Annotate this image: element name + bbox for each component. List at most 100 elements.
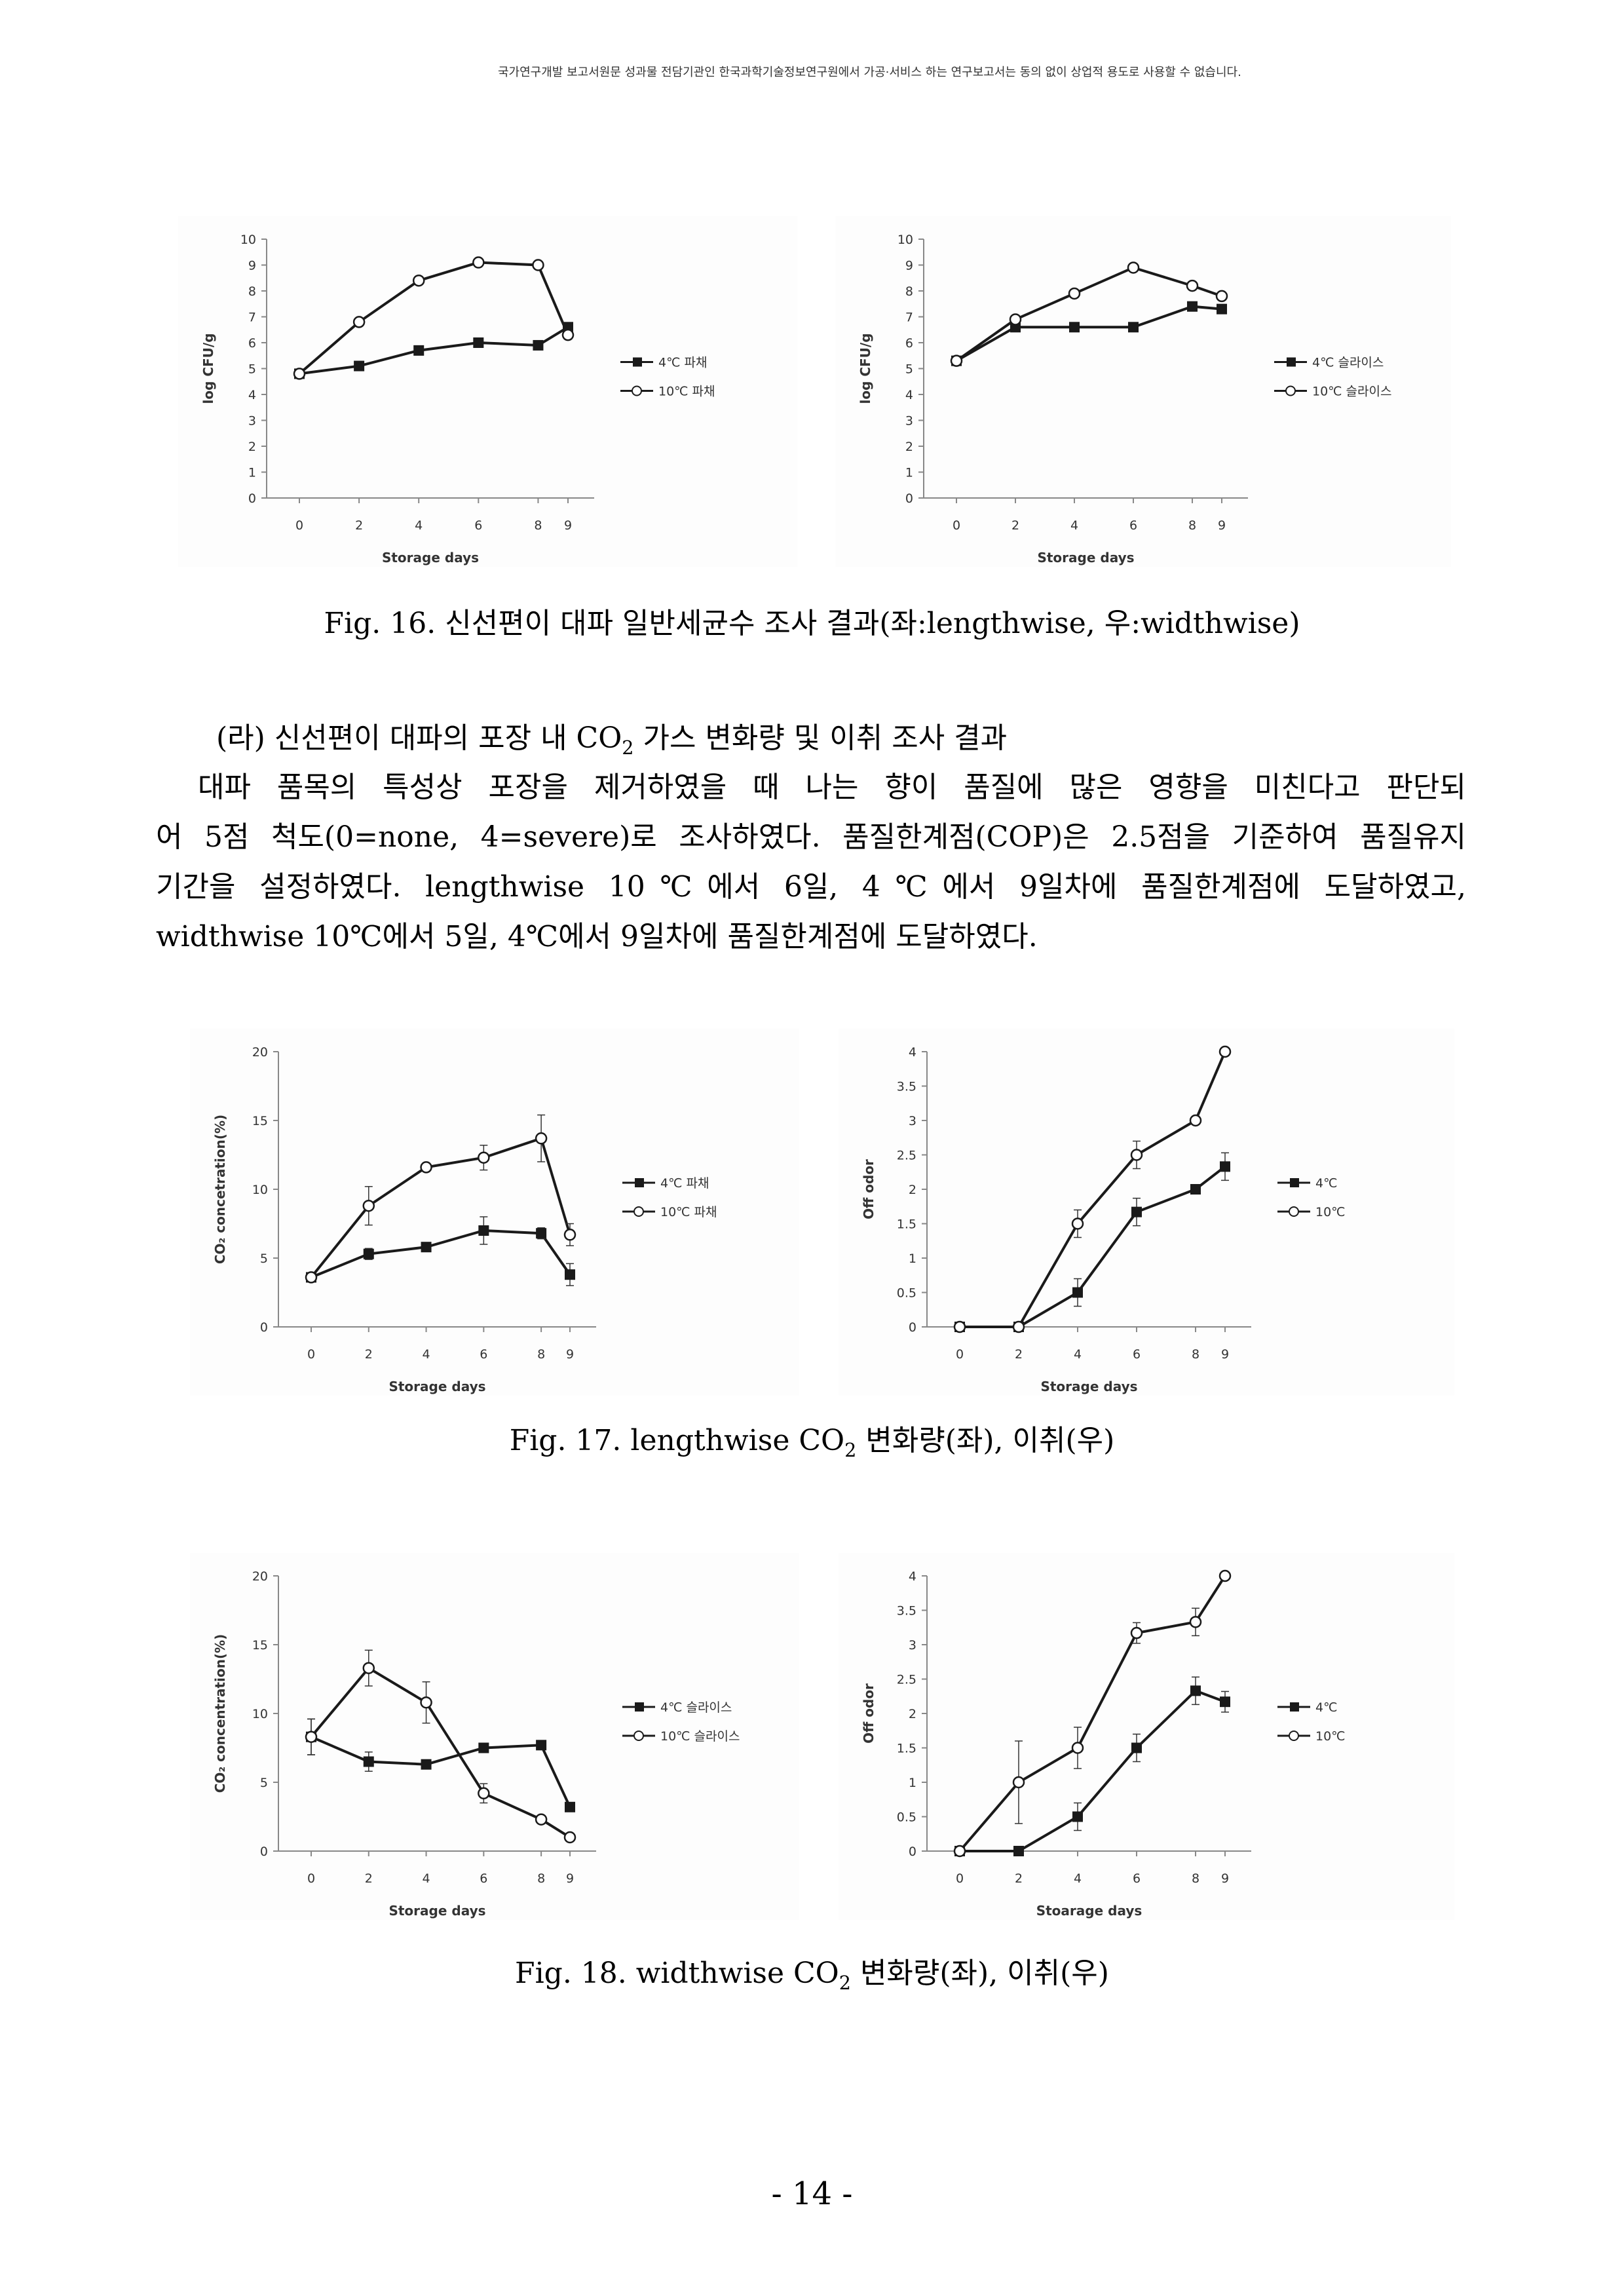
x-tick-label: 8 (1192, 1871, 1199, 1886)
x-tick-label: 4 (415, 518, 423, 533)
y-tick-label: 3 (248, 414, 256, 429)
legend-marker-square (635, 1178, 644, 1187)
data-point-circle (1071, 1742, 1084, 1754)
section-paragraph: 대파 품목의 특성상 포장을 제거하였을 때 나는 향이 품질에 많은 영향을 … (156, 763, 1466, 962)
data-point-circle (1127, 261, 1140, 274)
data-point-square (421, 1242, 432, 1253)
data-point-square (1013, 1846, 1024, 1856)
data-point-square (1069, 322, 1080, 333)
y-tick-label: 3.5 (897, 1080, 916, 1094)
legend-marker-square (1290, 1702, 1299, 1712)
chart-fig17-right: 0 0.5 1 1.5 2 2.5 3 3.5 4 0 2 4 6 8 9 Storage days Off o… (839, 1029, 1454, 1396)
x-tick-label: 9 (1221, 1871, 1229, 1886)
legend-label: 10℃ (1315, 1205, 1346, 1219)
data-point-square (1128, 322, 1139, 333)
x-tick-label: 0 (307, 1871, 315, 1886)
y-tick-label: 20 (252, 1045, 268, 1060)
data-point-square (1190, 1184, 1201, 1195)
y-axis-label: CO₂ concetration(%) (212, 1115, 228, 1264)
x-tick-label: 9 (566, 1871, 574, 1886)
data-point-circle (420, 1161, 432, 1174)
x-tick-label: 4 (423, 1871, 430, 1886)
y-tick-label: 3 (909, 1114, 916, 1128)
paragraph-line: 기간을 설정하였다. lengthwise 10℃에서 6일, 4℃에서 9일차… (156, 870, 1466, 904)
y-tick-label: 1 (248, 466, 256, 480)
data-point-circle (1012, 1776, 1025, 1789)
section-subheading: (라) 신선편이 대파의 포장 내 CO2 가스 변화량 및 이취 조사 결과 (216, 714, 1007, 759)
y-tick-label: 5 (905, 362, 913, 377)
series-line (298, 261, 569, 375)
x-tick-label: 9 (1221, 1347, 1229, 1362)
y-tick-label: 0 (260, 1845, 268, 1859)
series-line (311, 1735, 571, 1808)
legend-marker-square (1290, 1178, 1299, 1187)
data-point-square (1187, 301, 1198, 312)
y-tick-label: 7 (905, 311, 913, 325)
series-line (960, 1689, 1226, 1852)
y-axis-label: Off odor (861, 1159, 877, 1219)
legend-label: 10℃ (1315, 1729, 1346, 1744)
legend-marker-circle (633, 1731, 644, 1741)
y-tick-label: 2.5 (897, 1673, 916, 1687)
y-tick-label: 3.5 (897, 1604, 916, 1618)
x-tick-label: 9 (1218, 518, 1226, 533)
y-tick-label: 2.5 (897, 1149, 916, 1163)
x-tick-label: 8 (537, 1871, 545, 1886)
y-tick-label: 8 (248, 284, 256, 299)
y-tick-label: 2 (909, 1707, 916, 1721)
chart-fig16-left: 0 1 2 3 4 5 6 7 8 9 10 0 2 4 6 8 9 Storage days log CFU/g 4… (178, 216, 797, 567)
data-point-circle (1130, 1149, 1143, 1161)
chart-fig16-right: 0 1 2 3 4 5 6 7 8 9 10 0 2 4 6 8 9 Storage days log CFU/g 4… (835, 216, 1451, 567)
data-point-square (1072, 1287, 1083, 1298)
x-axis-label: Storage days (382, 550, 479, 565)
chart-svg: 0 5 10 15 20 0 2 4 6 8 9 Storage days CO₂ concetrati… (212, 1045, 717, 1394)
data-point-circle (1071, 1217, 1084, 1230)
y-tick-label: 9 (248, 259, 256, 273)
legend-marker-circle (1289, 1206, 1299, 1217)
data-point-circle (953, 1320, 966, 1333)
x-tick-label: 2 (355, 518, 363, 533)
data-point-square (1072, 1811, 1083, 1822)
x-tick-label: 4 (1074, 1347, 1082, 1362)
y-tick-label: 4 (905, 388, 913, 402)
data-point-circle (1218, 1569, 1232, 1582)
data-point-square (473, 337, 484, 348)
x-tick-label: 8 (534, 518, 542, 533)
legend-marker-square (633, 357, 642, 367)
data-point-square (1220, 1161, 1230, 1172)
y-tick-label: 3 (905, 414, 913, 429)
y-tick-label: 1 (909, 1776, 916, 1790)
y-tick-label: 0 (248, 491, 256, 506)
data-point-circle (352, 316, 366, 328)
data-point-square (565, 1801, 575, 1812)
y-tick-label: 4 (909, 1569, 916, 1584)
data-point-square (536, 1228, 547, 1239)
data-point-circle (561, 328, 575, 341)
series-line (958, 1575, 1226, 1852)
caption-text-post: 변화량(좌), 이취(우) (856, 1424, 1115, 1457)
page-number: - 14 - (771, 2175, 853, 2212)
x-tick-label: 0 (953, 518, 960, 533)
y-tick-label: 10 (252, 1183, 268, 1197)
legend-label: 10℃ 슬라이스 (1312, 385, 1391, 399)
legend-label: 10℃ 파채 (658, 385, 715, 399)
y-axis-label: log CFU/g (858, 333, 873, 404)
data-point-square (478, 1742, 489, 1753)
data-point-square (565, 1269, 575, 1280)
data-point-circle (563, 1831, 576, 1844)
series-line (960, 1051, 1226, 1328)
data-point-square (1131, 1206, 1142, 1217)
data-point-circle (1215, 290, 1228, 303)
data-point-circle (1068, 287, 1081, 300)
chart-svg: 0 5 10 15 20 0 2 4 6 8 9 Storage days CO₂ concentrat… (212, 1569, 740, 1919)
x-tick-label: 0 (295, 518, 303, 533)
chart-svg: 0 1 2 3 4 5 6 7 8 9 10 0 2 4 6 8 9 Storage days log CFU/g 4… (200, 233, 715, 565)
x-axis-label: Storage days (388, 1903, 485, 1919)
co2-subscript: 2 (839, 1971, 851, 1994)
y-tick-label: 5 (260, 1252, 268, 1266)
data-point-circle (362, 1662, 375, 1674)
x-tick-label: 9 (564, 518, 572, 533)
paragraph-line: 대파 품목의 특성상 포장을 제거하였을 때 나는 향이 품질에 많은 영향을 … (198, 771, 1466, 804)
data-point-circle (305, 1271, 318, 1284)
subhead-text-post: 가스 변화량 및 이취 조사 결과 (633, 721, 1008, 755)
